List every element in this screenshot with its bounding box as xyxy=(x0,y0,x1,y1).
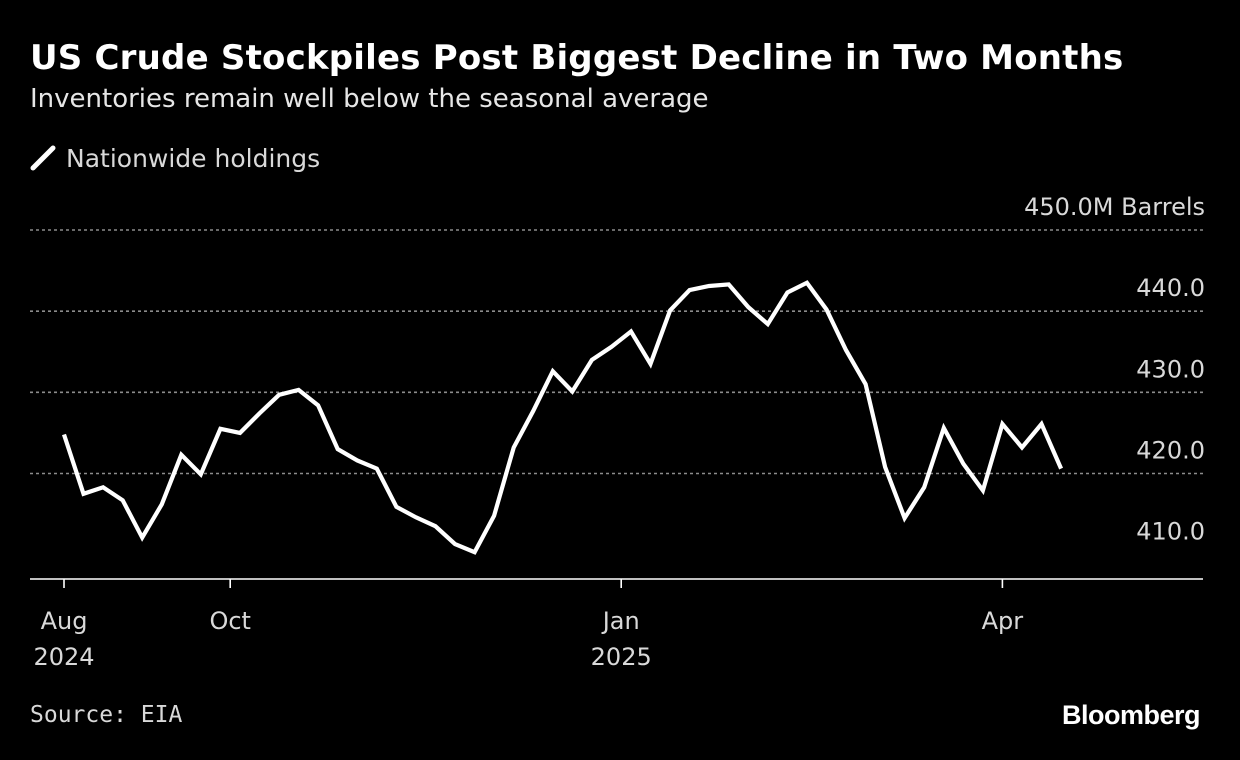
source-note: Source: EIA xyxy=(30,702,183,728)
legend-label: Nationwide holdings xyxy=(66,143,321,173)
y-tick-label: 440.0 xyxy=(1136,274,1205,302)
y-tick-label: 450.0M Barrels xyxy=(1024,193,1205,221)
legend-line-icon xyxy=(30,145,56,171)
y-tick-label: 430.0 xyxy=(1136,355,1205,383)
x-tick-label: Apr xyxy=(982,607,1024,635)
y-axis-labels: 410.0 420.0 430.0 440.0 450.0M Barrels xyxy=(1024,193,1205,546)
chart-title: US Crude Stockpiles Post Biggest Decline… xyxy=(30,38,1124,78)
series-layer xyxy=(62,280,1064,555)
line-chart: 410.0 420.0 430.0 440.0 450.0M Barrels Aug 20… xyxy=(30,193,1205,671)
x-tick-year-label: 2024 xyxy=(33,643,94,671)
legend: Nationwide holdings xyxy=(30,140,320,176)
series-line-nationwide-holdings xyxy=(62,280,1064,555)
grid-layer xyxy=(30,229,1203,475)
x-tick-year-label: 2025 xyxy=(591,643,652,671)
bloomberg-logo: Bloomberg xyxy=(1061,700,1201,730)
y-tick-label: 410.0 xyxy=(1136,518,1205,546)
chart-subtitle: Inventories remain well below the season… xyxy=(30,84,709,114)
x-axis-ticks: Aug2024OctJan2025AprJul xyxy=(33,579,1024,671)
x-tick-label: Aug xyxy=(41,607,88,635)
x-tick-label: Jan xyxy=(601,607,640,635)
x-tick-label: Oct xyxy=(209,607,251,635)
y-tick-label: 420.0 xyxy=(1136,437,1205,465)
